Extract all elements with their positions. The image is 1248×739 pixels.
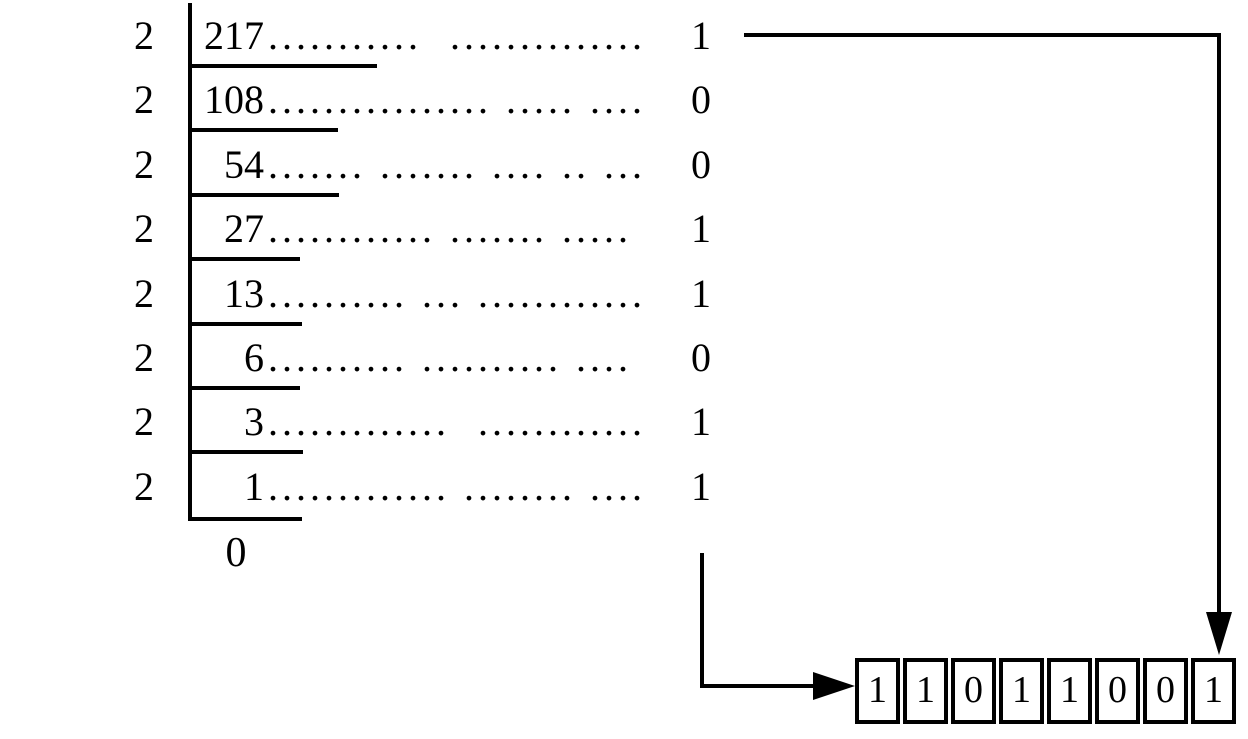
msb-arrow-line: [700, 553, 815, 688]
lsb-arrowhead-icon: [1206, 612, 1232, 655]
quotient-value: 3: [244, 399, 264, 444]
quotient-value: 13: [224, 271, 264, 316]
quotient-value: 217: [204, 13, 264, 58]
quotient-value: 54: [224, 142, 264, 187]
quotient-value: 6: [244, 335, 264, 380]
division-row: 2 13 .......... ... ............ 1: [0, 262, 760, 326]
dot-leader: .......... .......... ....: [268, 335, 632, 380]
division-row: 2 6 .......... .......... .... 0: [0, 326, 760, 390]
result-bit-cell: 1: [903, 658, 948, 724]
quotient-value: 27: [224, 206, 264, 251]
remainder-value: 1: [691, 399, 711, 444]
lsb-arrow-line: [744, 33, 1221, 616]
divisor-label: 2: [134, 335, 154, 380]
division-row: 2 54 ....... ....... .... .. ... 0: [0, 133, 760, 197]
result-bit-cell: 0: [1143, 658, 1188, 724]
remainder-value: 1: [691, 13, 711, 58]
final-quotient: 0: [225, 530, 247, 576]
division-row: 2 217 ........... .............. 1: [0, 4, 760, 68]
divisor-label: 2: [134, 77, 154, 122]
result-bit-cell: 0: [951, 658, 996, 724]
division-row: 2 27 ............ ....... ..... 1: [0, 197, 760, 261]
remainder-value: 1: [691, 271, 711, 316]
remainder-value: 1: [691, 464, 711, 509]
result-bit-cell: 1: [999, 658, 1044, 724]
remainder-value: 0: [691, 142, 711, 187]
dot-leader: ............ ....... .....: [268, 206, 632, 251]
divisor-label: 2: [134, 399, 154, 444]
division-row: 2 1 ............. ........ .... 1: [0, 455, 760, 519]
remainder-value: 0: [691, 335, 711, 380]
quotient-value: 1: [244, 464, 264, 509]
dot-leader: ................ ..... ....: [268, 77, 646, 122]
result-bit-cell: 1: [1047, 658, 1092, 724]
remainder-value: 1: [691, 206, 711, 251]
divisor-label: 2: [134, 464, 154, 509]
division-row: 2 3 ............. ............ 1: [0, 390, 760, 454]
divisor-label: 2: [134, 271, 154, 316]
result-bit-cell: 1: [1191, 658, 1236, 724]
divisor-label: 2: [134, 206, 154, 251]
divisor-label: 2: [134, 142, 154, 187]
division-row: 2 108 ................ ..... .... 0: [0, 68, 760, 132]
dot-leader: ....... ....... .... .. ...: [268, 142, 646, 187]
dot-leader: .......... ... ............: [268, 271, 646, 316]
quotient-value: 108: [204, 77, 264, 122]
result-bit-cell: 1: [855, 658, 900, 724]
dot-leader: ............. ............: [268, 399, 646, 444]
dot-leader: ........... ..............: [268, 13, 646, 58]
result-bit-cell: 0: [1095, 658, 1140, 724]
divisor-label: 2: [134, 13, 154, 58]
dot-leader: ............. ........ ....: [268, 464, 646, 509]
msb-arrowhead-icon: [813, 672, 855, 700]
remainder-value: 0: [691, 77, 711, 122]
